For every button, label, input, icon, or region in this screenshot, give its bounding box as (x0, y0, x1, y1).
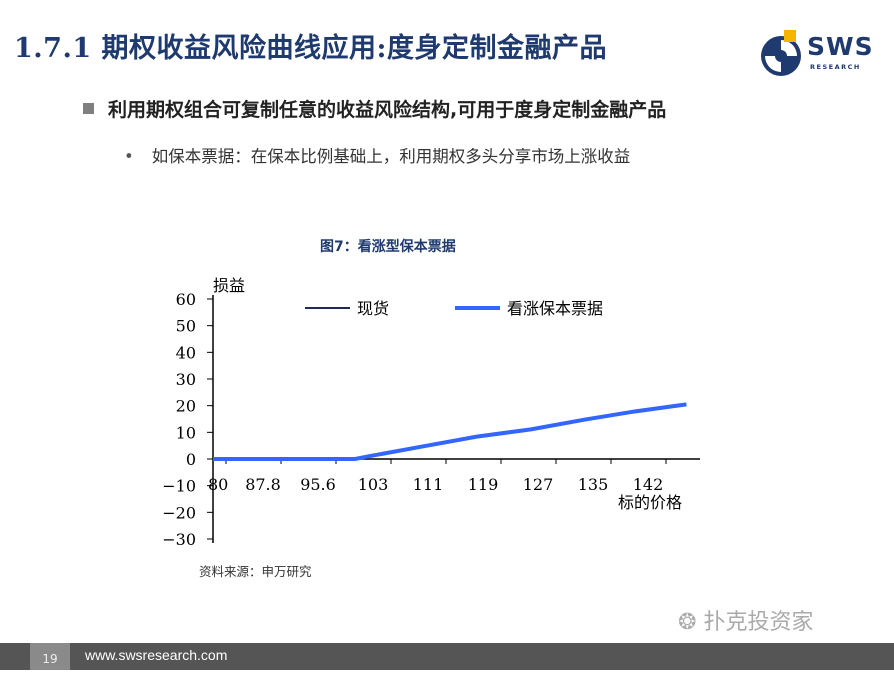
legend-label: 看涨保本票据 (507, 299, 603, 318)
footer-bar: 19 www.swsresearch.com (0, 643, 894, 670)
x-tick-label: 119 (468, 475, 499, 494)
x-tick-label: 80 (208, 475, 228, 494)
y-axis-label: 损益 (213, 276, 245, 295)
y-tick-label: 10 (176, 423, 196, 442)
y-tick-label: 50 (176, 317, 196, 336)
x-tick-label: 127 (523, 475, 554, 494)
x-tick-label: 87.8 (245, 475, 281, 494)
bullet-secondary-text: 如保本票据：在保本比例基础上，利用期权多头分享市场上涨收益 (151, 147, 631, 166)
legend-label: 现货 (357, 299, 389, 318)
y-tick-label: 0 (186, 450, 196, 469)
bullet-primary: 利用期权组合可复制任意的收益风险结构,可用于度身定制金融产品 (83, 95, 666, 122)
watermark: ❂ 扑克投资家 (678, 604, 813, 636)
y-tick-label: −10 (162, 477, 196, 496)
page-number: 19 (30, 643, 70, 670)
figure-title: 图7：看涨型保本票据 (320, 239, 456, 255)
logo-subtext: RESEARCH (810, 63, 861, 71)
x-tick-label: 142 (633, 475, 664, 494)
y-tick-label: −30 (162, 530, 196, 549)
figure-source: 资料来源：申万研究 (199, 564, 312, 579)
logo-text: SWS (807, 32, 874, 61)
y-tick-label: 30 (176, 370, 196, 389)
sws-logo-icon (761, 30, 801, 76)
x-tick-label: 135 (578, 475, 609, 494)
y-tick-label: 20 (176, 397, 196, 416)
watermark-text: 扑克投资家 (703, 610, 814, 635)
y-tick-label: 60 (176, 290, 196, 309)
x-tick-label: 95.6 (300, 475, 336, 494)
sws-logo: SWS RESEARCH (757, 28, 882, 80)
y-tick-label: −20 (162, 503, 196, 522)
page-title: 1.7.1 期权收益风险曲线应用:度身定制金融产品 (14, 33, 608, 64)
bullet-secondary: • 如保本票据：在保本比例基础上，利用期权多头分享市场上涨收益 (124, 143, 630, 167)
x-tick-label: 111 (413, 475, 444, 494)
footer-url-link[interactable]: www.swsresearch.com (85, 647, 228, 663)
bullet-primary-text: 利用期权组合可复制任意的收益风险结构,可用于度身定制金融产品 (108, 99, 667, 121)
x-axis-label: 标的价格 (618, 493, 682, 512)
square-bullet-icon (83, 103, 94, 114)
wechat-icon: ❂ (678, 610, 697, 635)
dot-bullet-icon: • (124, 147, 134, 166)
y-tick-label: 40 (176, 343, 196, 362)
x-tick-label: 103 (358, 475, 389, 494)
series-line (213, 402, 687, 461)
